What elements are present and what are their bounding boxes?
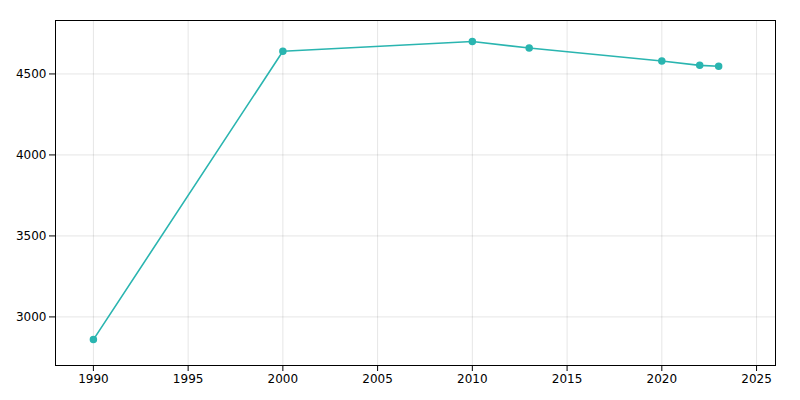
svg-text:1990: 1990 bbox=[78, 372, 109, 386]
svg-text:2000: 2000 bbox=[268, 372, 299, 386]
svg-text:1995: 1995 bbox=[173, 372, 204, 386]
svg-text:4500: 4500 bbox=[16, 67, 47, 81]
svg-text:2015: 2015 bbox=[552, 372, 583, 386]
svg-text:2010: 2010 bbox=[457, 372, 488, 386]
svg-text:3000: 3000 bbox=[16, 310, 47, 324]
svg-text:2025: 2025 bbox=[741, 372, 772, 386]
svg-text:2020: 2020 bbox=[647, 372, 678, 386]
svg-text:3500: 3500 bbox=[16, 229, 47, 243]
svg-text:4000: 4000 bbox=[16, 148, 47, 162]
svg-text:2005: 2005 bbox=[362, 372, 393, 386]
